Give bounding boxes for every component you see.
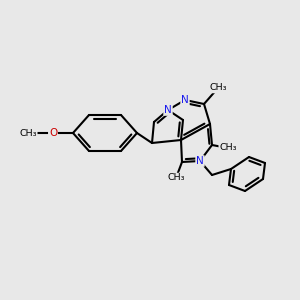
Text: N: N — [164, 105, 172, 115]
Text: O: O — [49, 128, 57, 138]
Text: CH₃: CH₃ — [219, 143, 237, 152]
Text: CH₃: CH₃ — [209, 83, 227, 92]
Text: N: N — [196, 156, 204, 166]
Text: CH₃: CH₃ — [167, 173, 185, 182]
Text: N: N — [181, 95, 189, 105]
Text: CH₃: CH₃ — [19, 128, 37, 137]
